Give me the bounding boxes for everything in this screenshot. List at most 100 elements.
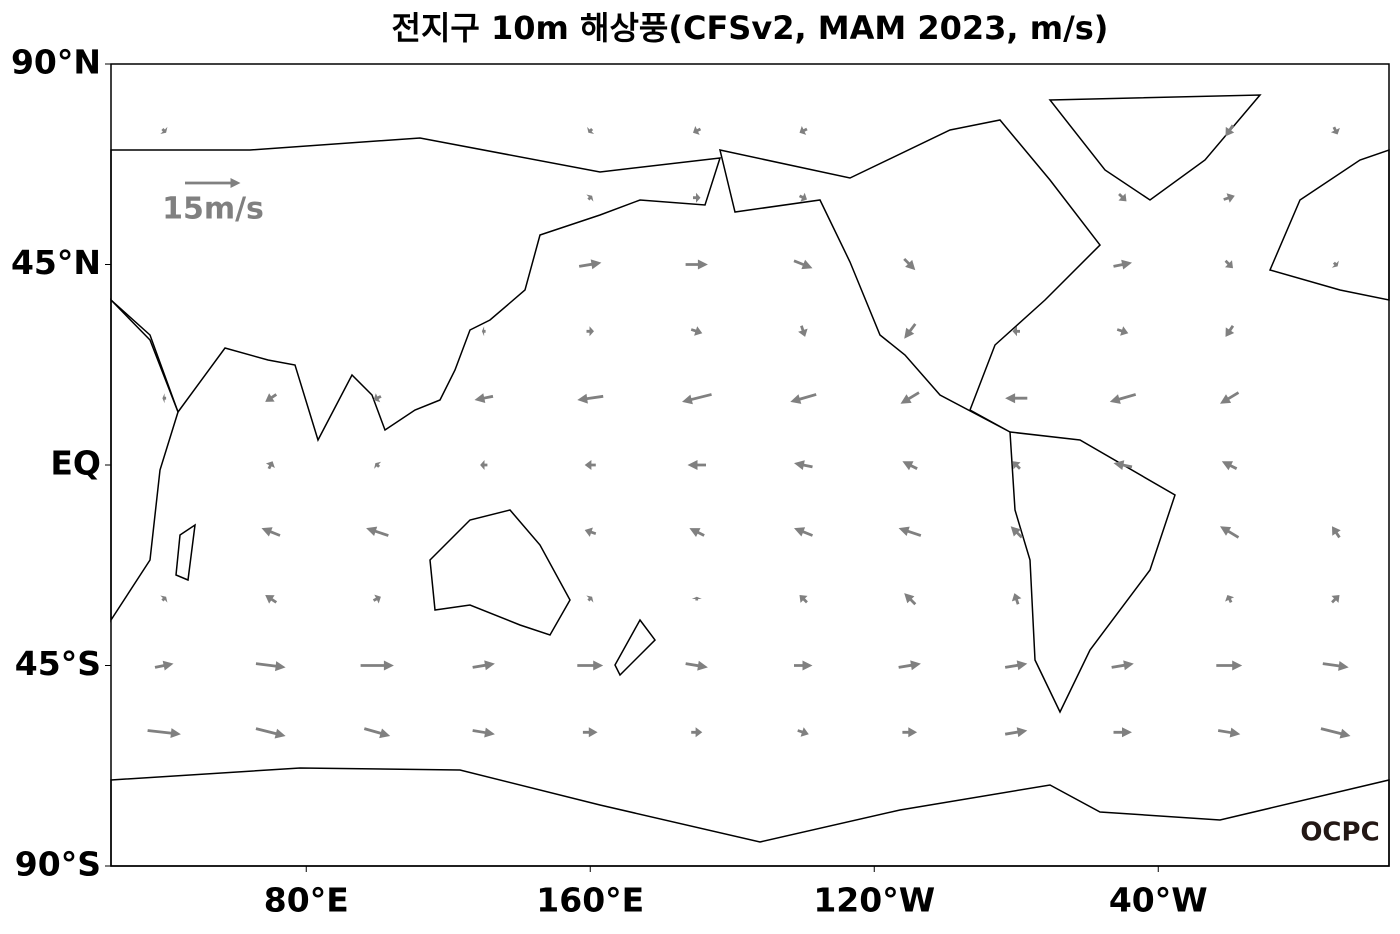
wind-vector (360, 660, 394, 671)
wind-vector (691, 727, 703, 738)
wind-vector (1005, 393, 1028, 404)
wind-vector (472, 660, 495, 671)
wind-vector (1116, 326, 1129, 336)
wind-vector (586, 326, 594, 337)
wind-vector (1332, 526, 1341, 539)
wind-vector (1113, 460, 1133, 470)
wind-vector (1225, 595, 1235, 603)
wind-vector (577, 393, 604, 404)
wind-vector (1331, 595, 1340, 604)
wind-vector (1223, 193, 1235, 203)
y-tick-label: 90°S (15, 845, 101, 884)
wind-vector (904, 593, 917, 606)
wind-vector (1109, 393, 1137, 404)
wind-vector (160, 595, 168, 603)
x-tick-label: 120°W (813, 881, 935, 920)
wind-vector (687, 460, 706, 470)
wind-vector (1330, 126, 1340, 135)
wind-vector (900, 391, 920, 404)
wind-vector (472, 727, 495, 738)
wind-vector (1012, 326, 1020, 337)
wind-vector (693, 192, 701, 203)
wind-vector (1225, 124, 1235, 137)
y-tick-label: 45°S (15, 644, 101, 683)
wind-vector (693, 126, 702, 135)
wind-vector (1331, 260, 1339, 268)
x-tick-label: 40°W (1109, 881, 1208, 920)
eurasia-africa (110, 137, 722, 442)
reference-vector (185, 178, 241, 188)
wind-vector (587, 126, 595, 134)
wind-vector (474, 393, 494, 403)
x-tick-label: 80°E (264, 881, 349, 920)
wind-vector (1220, 391, 1240, 404)
y-tick-label: EQ (50, 444, 101, 483)
wind-vector (1113, 259, 1132, 270)
x-tick-label: 160°E (536, 881, 644, 920)
wind-vector (1111, 660, 1134, 671)
wind-vector (798, 325, 808, 337)
y-tick-label: 45°N (11, 243, 101, 282)
wind-vector (1225, 325, 1235, 337)
wind-vector (1322, 661, 1349, 671)
north-america (718, 119, 1101, 433)
wind-vector (577, 660, 604, 671)
y-tick-label: 90°N (11, 43, 101, 82)
wind-vector (685, 660, 708, 671)
wind-vector (1012, 461, 1021, 470)
wind-vector (1221, 461, 1238, 471)
wind-vector (1113, 727, 1132, 738)
wind-vector (255, 727, 286, 739)
wind-vector (1004, 727, 1028, 738)
wind-vector (586, 194, 594, 202)
wind-vector (1004, 660, 1028, 671)
logo: OCPC (1300, 818, 1379, 848)
wind-vector (366, 526, 389, 537)
australia (429, 509, 571, 636)
wind-vector (799, 126, 808, 135)
wind-vector (1010, 526, 1023, 539)
wind-vector (261, 527, 281, 537)
coastlines (110, 94, 1390, 867)
wind-vector (154, 660, 174, 671)
wind-vector (685, 259, 708, 270)
new-zealand (614, 618, 656, 677)
wind-vector (1011, 593, 1022, 605)
wind-vector (798, 192, 807, 202)
wind-vector (797, 727, 809, 737)
wind-vector (682, 393, 712, 405)
wind-vector (902, 461, 918, 471)
south-america (1009, 431, 1176, 714)
wind-vector (903, 258, 916, 271)
wind-vector (1320, 727, 1351, 739)
wind-vector (147, 728, 181, 738)
wind-vector (481, 326, 486, 337)
wind-vector (1216, 660, 1243, 671)
wind-vector (374, 461, 382, 469)
wind-vector (690, 326, 703, 336)
wind-vector (372, 594, 381, 604)
wind-vector (794, 460, 813, 470)
madagascar (175, 523, 196, 582)
wind-vector (584, 527, 597, 537)
wind-vector (582, 727, 598, 738)
wind-vector (363, 727, 391, 739)
map-title: 전지구 10m 해상풍(CFSv2, MAM 2023, m/s) (392, 9, 1109, 47)
wind-vector (265, 461, 275, 470)
wind-vector (904, 323, 917, 339)
wind-vector (265, 393, 278, 402)
wind-vector (794, 527, 813, 537)
wind-vector (898, 660, 921, 671)
wind-vector (255, 661, 286, 672)
reference-label: 15m/s (162, 192, 264, 227)
wind-vector (578, 259, 602, 270)
wind-vector (790, 393, 817, 404)
wind-vector (1224, 259, 1233, 269)
wind-vector (586, 595, 594, 603)
wind-vector (160, 126, 168, 134)
wind-vector (793, 259, 813, 270)
wind-vector (1118, 193, 1127, 202)
wind-vector (584, 460, 596, 470)
wind-vector (691, 596, 702, 601)
